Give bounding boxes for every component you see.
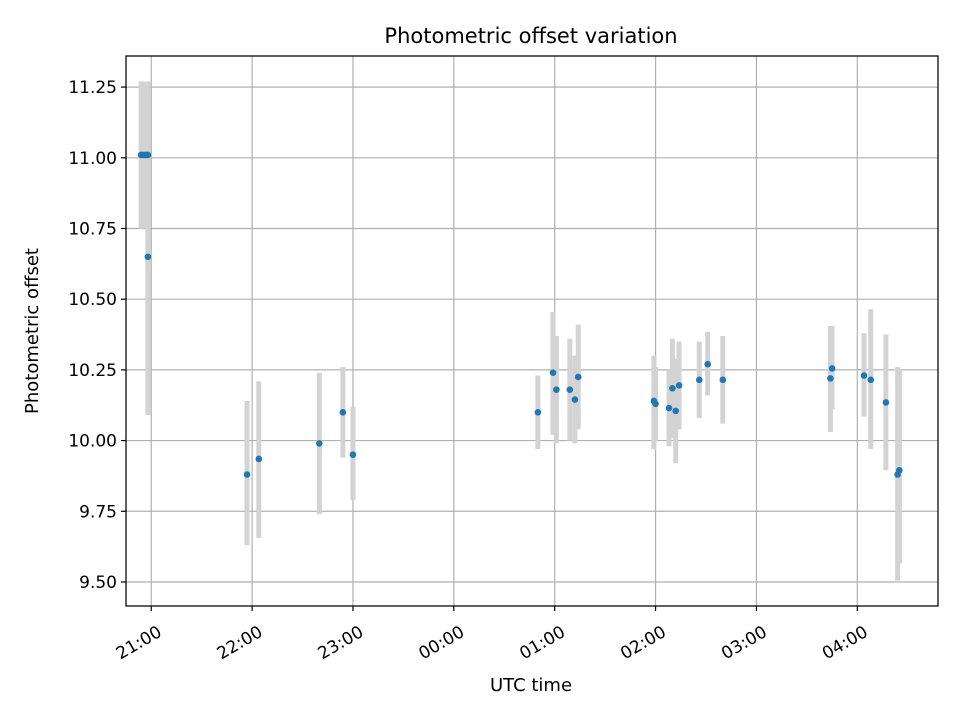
- data-point: [867, 376, 875, 384]
- data-point: [695, 376, 703, 384]
- data-point: [827, 375, 834, 382]
- data-point: [571, 396, 579, 403]
- y-tick-label: 11.25: [68, 78, 117, 98]
- data-point: [549, 369, 557, 377]
- data-point: [534, 408, 542, 416]
- data-point: [652, 400, 659, 408]
- data-point: [574, 373, 582, 381]
- y-tick-label: 10.50: [68, 290, 117, 310]
- data-point: [316, 440, 323, 447]
- data-point: [339, 408, 347, 416]
- data-point: [669, 384, 676, 392]
- data-point: [665, 404, 673, 412]
- data-point: [675, 382, 683, 389]
- data-point: [882, 399, 890, 406]
- data-point: [243, 471, 251, 478]
- y-tick-label: 10.00: [68, 432, 117, 452]
- y-tick-label: 9.75: [79, 502, 117, 522]
- data-point: [828, 365, 836, 372]
- y-tick-label: 10.25: [68, 361, 117, 381]
- grid-lines: [126, 56, 938, 606]
- data-point: [566, 386, 574, 393]
- y-tick-label: 11.00: [68, 149, 117, 169]
- data-point: [144, 253, 152, 261]
- y-axis-ticks: 9.50 9.75 10.00 10.25 10.50 10.75 11.00 11.25: [68, 78, 126, 593]
- x-axis-title: UTC time: [490, 675, 572, 696]
- data-point: [255, 455, 263, 463]
- data-point: [704, 360, 711, 368]
- y-tick-label: 9.50: [79, 573, 117, 593]
- data-point: [144, 151, 152, 159]
- data-point: [896, 466, 903, 474]
- data-point: [860, 372, 868, 379]
- data-point: [349, 451, 357, 459]
- data-point: [719, 376, 727, 384]
- data-points: [137, 151, 903, 478]
- y-tick-label: 10.75: [68, 219, 117, 239]
- plot-frame: [125, 55, 939, 607]
- data-point: [672, 407, 680, 415]
- chart-title: Photometric offset variation: [384, 24, 677, 48]
- y-axis-title: Photometric offset: [22, 248, 43, 414]
- data-point: [553, 386, 560, 393]
